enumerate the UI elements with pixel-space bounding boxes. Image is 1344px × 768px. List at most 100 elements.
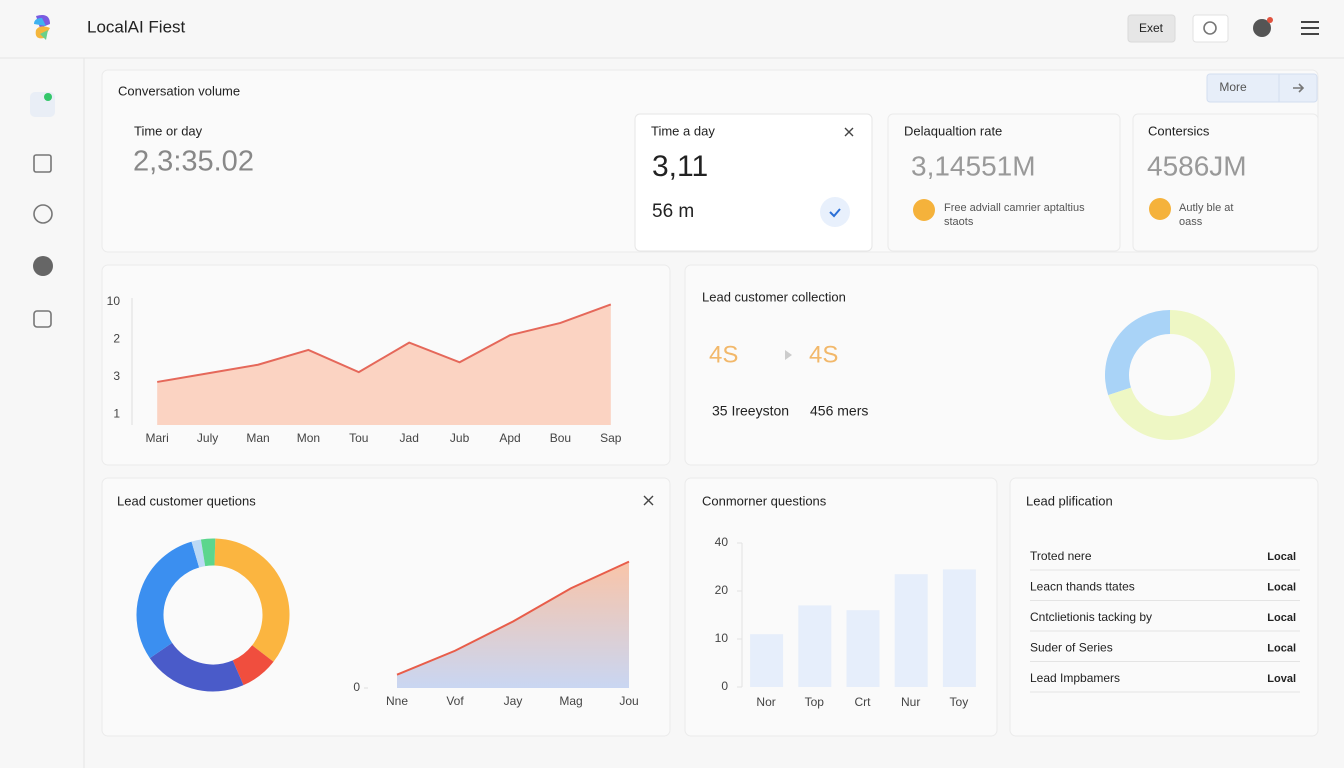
bar: [942, 569, 976, 687]
x-tick-label: Jou: [619, 694, 638, 708]
close-icon[interactable]: [844, 127, 854, 137]
nav-reports[interactable]: [33, 256, 53, 276]
consumer-title: Conmorner questions: [702, 493, 827, 508]
y-tick-label: 1: [113, 406, 120, 420]
table-cell: Leacn thands ttates: [1030, 580, 1135, 594]
menu-icon[interactable]: [1301, 21, 1319, 35]
stat-note: Autly ble at: [1179, 202, 1233, 214]
exit-button[interactable]: [1127, 14, 1176, 43]
stat-card: [887, 113, 1121, 252]
x-tick-label: Jay: [504, 694, 523, 708]
y-tick-label: 20: [715, 583, 729, 597]
x-tick-label: Nor: [756, 695, 775, 709]
stat-label: Contersics: [1148, 123, 1210, 138]
table-card: [1009, 477, 1319, 737]
area-line: [396, 560, 630, 676]
nav-badge: [44, 93, 52, 101]
check-badge: [820, 197, 850, 227]
stat-label: Time or day: [134, 123, 203, 138]
x-tick-label: Nur: [901, 695, 920, 709]
collection-stat: 35 Ireeyston: [712, 403, 789, 419]
x-tick-label: Apd: [499, 431, 520, 445]
y-tick-label: 3: [113, 369, 120, 383]
table-title: Lead plification: [1026, 493, 1113, 508]
x-tick-label: Toy: [950, 695, 969, 709]
bar: [750, 634, 784, 687]
table-cell: Troted nere: [1030, 549, 1092, 563]
x-tick-label: Mag: [559, 694, 582, 708]
bar: [798, 605, 832, 687]
x-tick-label: Mon: [297, 431, 320, 445]
area-fill: [157, 304, 611, 425]
table-cell: Cntclietionis tacking by: [1030, 610, 1152, 624]
x-tick-label: Man: [246, 431, 269, 445]
y-tick-label: 0: [353, 680, 360, 694]
collection-title: Lead customer collection: [702, 289, 846, 304]
nav-stats[interactable]: [33, 204, 53, 224]
check-icon: [829, 208, 841, 218]
x-tick-label: Nne: [386, 694, 408, 708]
x-tick-label: Sap: [600, 431, 622, 445]
donut-segment: [232, 644, 274, 686]
donut-segment: [1105, 310, 1171, 396]
donut-segment: [136, 541, 200, 659]
donut-segment: [200, 538, 216, 567]
note-icon: [913, 199, 935, 221]
stat-card: [1132, 113, 1319, 252]
collection-arrow: [785, 350, 792, 360]
nav-chat[interactable]: [33, 310, 52, 328]
stat-value: 3,14551M: [911, 150, 1036, 181]
y-tick-label: 10: [107, 294, 121, 308]
badge: [1267, 17, 1273, 23]
x-tick-label: Bou: [550, 431, 571, 445]
table-cell: Local: [1267, 551, 1296, 563]
table-cell: Suder of Series: [1030, 641, 1113, 655]
more-arrow: [1293, 83, 1305, 93]
app-title: LocalAI Fiest: [87, 17, 186, 36]
stat-label: Time a day: [651, 123, 715, 138]
close-icon[interactable]: [643, 495, 654, 506]
x-tick-label: Top: [805, 695, 825, 709]
donut-segment: [213, 538, 290, 662]
donut-segment: [191, 539, 206, 568]
area-line: [157, 303, 612, 383]
donut-segment: [149, 642, 244, 692]
stat-note: Free adviall camrier aptaltius: [944, 202, 1085, 214]
stat-note: oass: [1179, 216, 1203, 228]
bar: [846, 610, 880, 687]
y-tick-label: 0: [721, 679, 728, 693]
questions-title: Lead customer quetions: [117, 493, 256, 508]
table-cell: Lead Impbamers: [1030, 671, 1120, 685]
collection-right: 4S: [809, 341, 838, 368]
volume-title: Conversation volume: [118, 83, 240, 98]
stat-card: [634, 113, 873, 252]
x-tick-label: Tou: [349, 431, 368, 445]
y-tick-label: 10: [715, 631, 729, 645]
table-cell: Local: [1267, 581, 1296, 593]
table-cell: Local: [1267, 642, 1296, 654]
collection-left: 4S: [709, 341, 738, 368]
more-label: More: [1219, 80, 1247, 94]
x-tick-label: Jad: [400, 431, 419, 445]
stat-value: 4586JM: [1147, 150, 1247, 181]
stat-label: Delaqualtion rate: [904, 123, 1002, 138]
table-cell: Local: [1267, 612, 1296, 624]
note-icon: [1149, 198, 1171, 220]
stat-value: 3,11: [652, 150, 708, 183]
y-tick-label: 40: [715, 535, 729, 549]
area-fill: [397, 561, 629, 688]
stat-sub: 56 m: [652, 201, 694, 222]
donut-segment: [1108, 310, 1235, 440]
clock-button[interactable]: [1192, 14, 1229, 43]
x-tick-label: Jub: [450, 431, 470, 445]
more-button[interactable]: [1206, 73, 1318, 103]
nav-docs[interactable]: [33, 154, 52, 173]
stat-value: 2,3:35.02: [133, 146, 254, 178]
avatar[interactable]: [1253, 19, 1271, 37]
x-tick-label: Mari: [146, 431, 169, 445]
logo: [34, 15, 50, 40]
stat-note: staots: [944, 216, 974, 228]
x-tick-label: Crt: [855, 695, 872, 709]
y-tick-label: 2: [113, 332, 120, 346]
